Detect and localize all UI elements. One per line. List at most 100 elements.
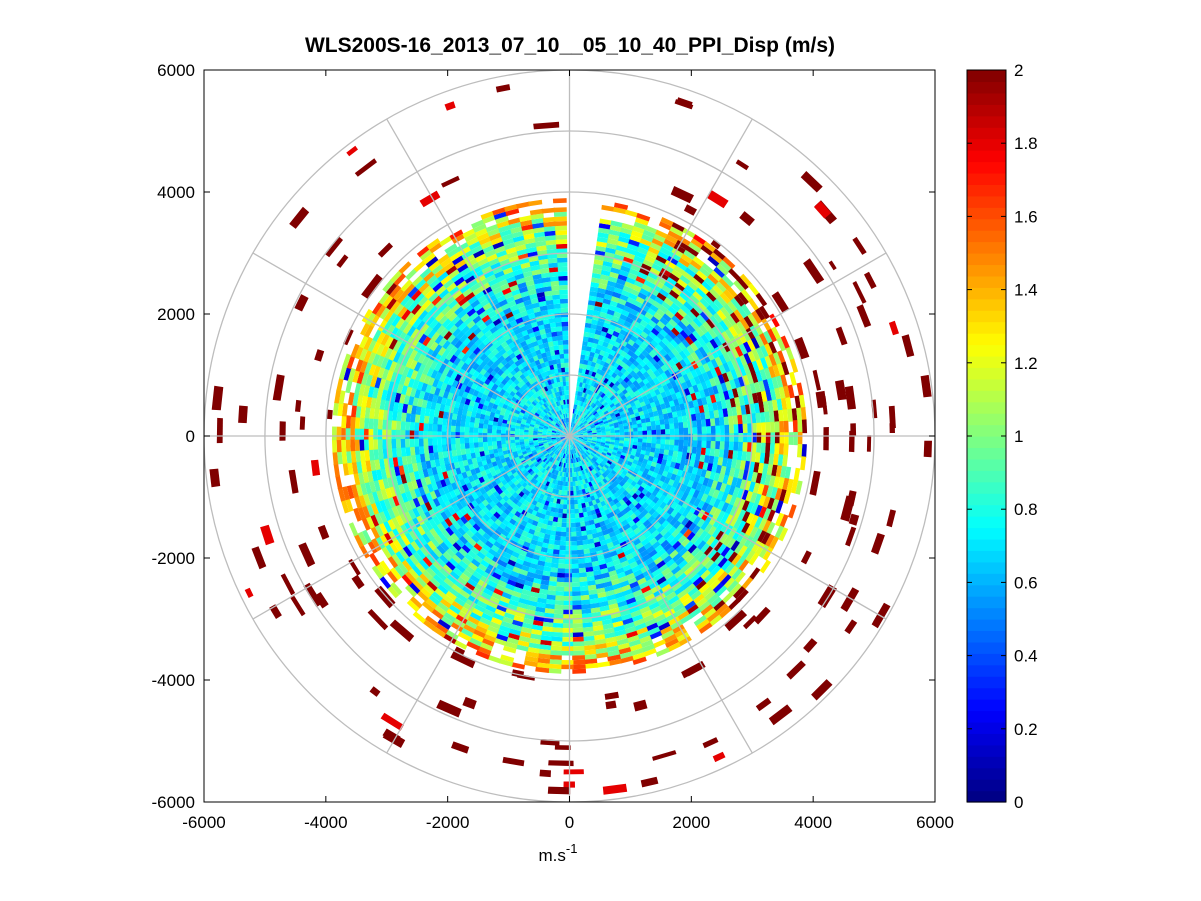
ppi-cell — [548, 360, 554, 366]
ppi-cell — [497, 447, 503, 453]
ppi-cell — [603, 471, 609, 477]
ppi-cell — [520, 421, 526, 425]
ppi-cell — [585, 451, 590, 457]
ppi-cell — [587, 411, 592, 417]
ppi-cell — [534, 423, 540, 427]
ppi-cell — [572, 439, 577, 443]
ppi-cell — [578, 581, 588, 587]
ppi-cell — [723, 416, 730, 426]
ppi-cell — [543, 425, 549, 429]
ppi-cell — [576, 414, 580, 420]
ppi-cell — [562, 330, 569, 336]
ppi-cell — [572, 423, 575, 428]
ppi-cell — [582, 440, 587, 444]
ppi-cell — [534, 412, 540, 417]
ppi-cell — [588, 356, 594, 362]
ppi-cell — [554, 449, 559, 454]
ppi-cell — [564, 413, 567, 419]
ppi-cell — [599, 422, 605, 426]
ppi-cell — [669, 439, 675, 446]
ppi-cell — [547, 405, 552, 411]
ppi-cell — [561, 457, 564, 463]
ppi-cell — [542, 366, 548, 373]
ppi-cell — [555, 450, 559, 455]
ppi-cell — [640, 418, 647, 424]
ppi-cell — [593, 448, 599, 452]
ppi-cell — [560, 434, 565, 436]
ppi-cell — [556, 466, 561, 471]
ppi-cell — [531, 472, 537, 478]
ppi-cell — [524, 484, 531, 491]
ppi-cell — [621, 478, 628, 485]
ppi-cell — [551, 446, 556, 451]
ppi-cell — [581, 427, 587, 431]
ppi-cell — [583, 458, 588, 464]
ppi-cell — [603, 389, 609, 395]
ppi-cell — [555, 434, 561, 436]
ppi-cell — [593, 455, 599, 461]
ppi-cell — [602, 401, 609, 407]
ppi-cell — [510, 442, 516, 447]
ppi-cell — [597, 464, 603, 470]
ppi-cell — [571, 577, 580, 583]
ppi-cell — [600, 467, 606, 473]
ppi-cell — [536, 449, 542, 454]
ppi-cell — [612, 467, 619, 473]
ppi-cell — [540, 421, 545, 426]
ppi-cell — [616, 397, 623, 403]
ppi-cell — [562, 381, 567, 387]
ppi-cell — [593, 421, 599, 425]
ppi-cell — [563, 439, 567, 443]
ppi-cell — [571, 568, 580, 574]
ppi-cell — [519, 479, 526, 486]
ppi-cell — [678, 439, 684, 447]
ppi-cell — [582, 429, 587, 432]
ppi-cell — [437, 444, 443, 453]
ppi-cell — [571, 427, 574, 432]
ppi-cell — [609, 477, 616, 484]
ppi-cell — [544, 396, 549, 402]
ppi-cell — [575, 462, 579, 468]
ppi-cell — [531, 377, 537, 383]
ppi-cell — [605, 462, 611, 468]
ppi-cell — [619, 432, 625, 436]
ppi-cell — [566, 440, 569, 445]
ppi-cell — [514, 430, 520, 435]
ppi-cell — [553, 600, 564, 606]
ppi-cell — [570, 550, 578, 555]
ppi-cell — [556, 432, 561, 435]
ppi-cell — [590, 470, 595, 476]
ppi-cell — [678, 428, 684, 435]
ppi-cell — [550, 421, 556, 426]
ppi-cell — [594, 472, 600, 478]
ppi-cell — [760, 422, 766, 434]
ppi-cell — [586, 384, 592, 390]
ppi-cell — [701, 440, 707, 449]
ppi-cell — [567, 426, 569, 432]
ppi-cell — [542, 450, 547, 454]
ppi-cell — [578, 432, 583, 435]
ppi-cell — [586, 428, 592, 431]
ppi-cell — [571, 595, 581, 601]
ppi-cell — [561, 462, 565, 468]
ppi-cell — [546, 400, 551, 406]
ppi-cell — [536, 384, 542, 391]
ppi-cell — [526, 406, 533, 412]
ppi-cell — [585, 399, 590, 405]
ppi-cell — [592, 462, 598, 468]
ppi-cell — [544, 475, 550, 482]
ppi-cell — [547, 441, 553, 444]
ppi-cell — [597, 374, 603, 381]
ppi-cell — [607, 490, 614, 497]
ppi-cell — [545, 390, 551, 396]
ppi-cell — [464, 431, 470, 438]
ppi-cell — [589, 407, 594, 412]
ppi-cell — [580, 425, 585, 429]
ppi-cell — [564, 418, 567, 423]
ppi-cell — [590, 452, 595, 458]
ppi-cell — [577, 439, 583, 442]
ppi-cell — [537, 439, 543, 442]
ppi-cell — [555, 423, 560, 428]
ppi-cell — [547, 471, 552, 478]
ppi-cell — [569, 467, 572, 473]
